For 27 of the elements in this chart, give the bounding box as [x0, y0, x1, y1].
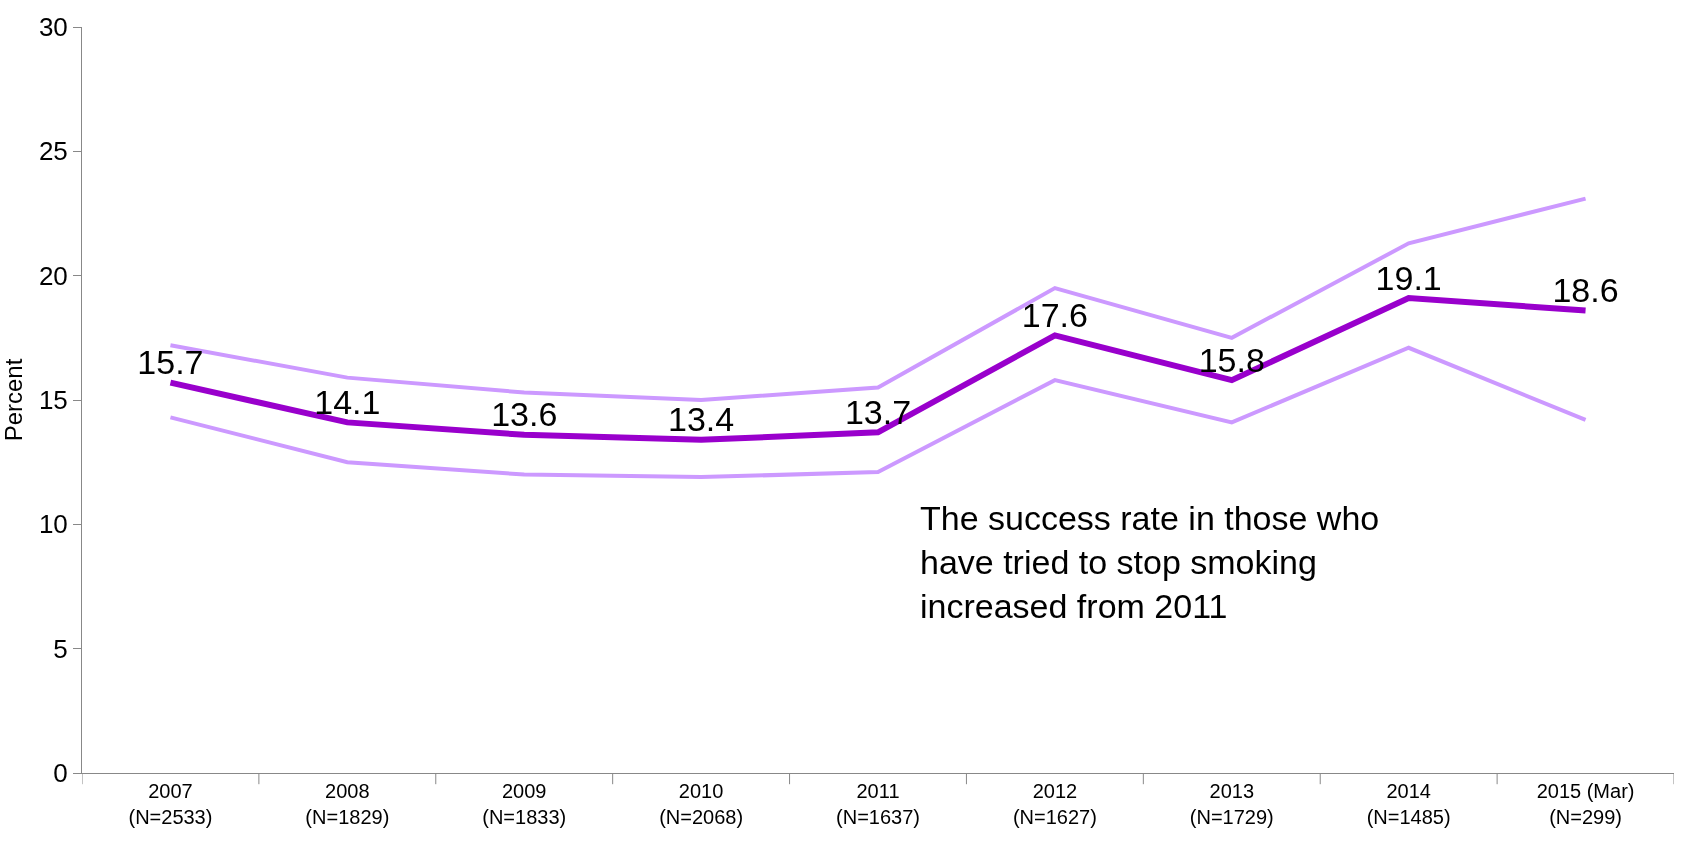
y-tick-label: 0: [53, 758, 68, 789]
x-tick-label: 2007 (N=2533): [128, 780, 213, 828]
data-label: 15.8: [1198, 340, 1265, 379]
y-tick-label: 30: [38, 12, 68, 43]
data-label: 18.6: [1552, 270, 1619, 309]
y-tick-label: 25: [38, 136, 68, 167]
y-tick-label: 10: [38, 509, 68, 540]
data-label: 17.6: [1021, 295, 1088, 334]
annotation: The success rate in those who have tried to stop smoking increased from 2011: [920, 499, 1380, 626]
data-label: 14.1: [314, 382, 381, 421]
data-label: 13.4: [668, 400, 735, 439]
x-tick-label: 2012 (N=1627): [1012, 780, 1097, 828]
y-tick-label: 5: [53, 633, 68, 664]
y-axis-title: Percent: [0, 358, 27, 442]
data-label: 15.7: [137, 343, 204, 382]
data-label: 19.1: [1375, 258, 1442, 297]
x-tick-label: 2008 (N=1829): [305, 780, 390, 828]
data-label: 13.6: [491, 395, 558, 434]
data-label: 13.7: [844, 392, 912, 431]
x-tick-label: 2015 (Mar) (N=299): [1536, 780, 1635, 828]
x-tick-label: 2011 (N=1637): [836, 780, 920, 828]
y-tick-label: 20: [38, 260, 68, 291]
x-tick-label: 2010 (N=2068): [659, 780, 744, 828]
x-tick-label: 2013 (N=1729): [1189, 780, 1274, 828]
y-tick-label: 15: [38, 385, 68, 416]
x-tick-label: 2009 (N=1833): [482, 780, 567, 828]
x-tick-label: 2014 (N=1485): [1366, 780, 1451, 828]
